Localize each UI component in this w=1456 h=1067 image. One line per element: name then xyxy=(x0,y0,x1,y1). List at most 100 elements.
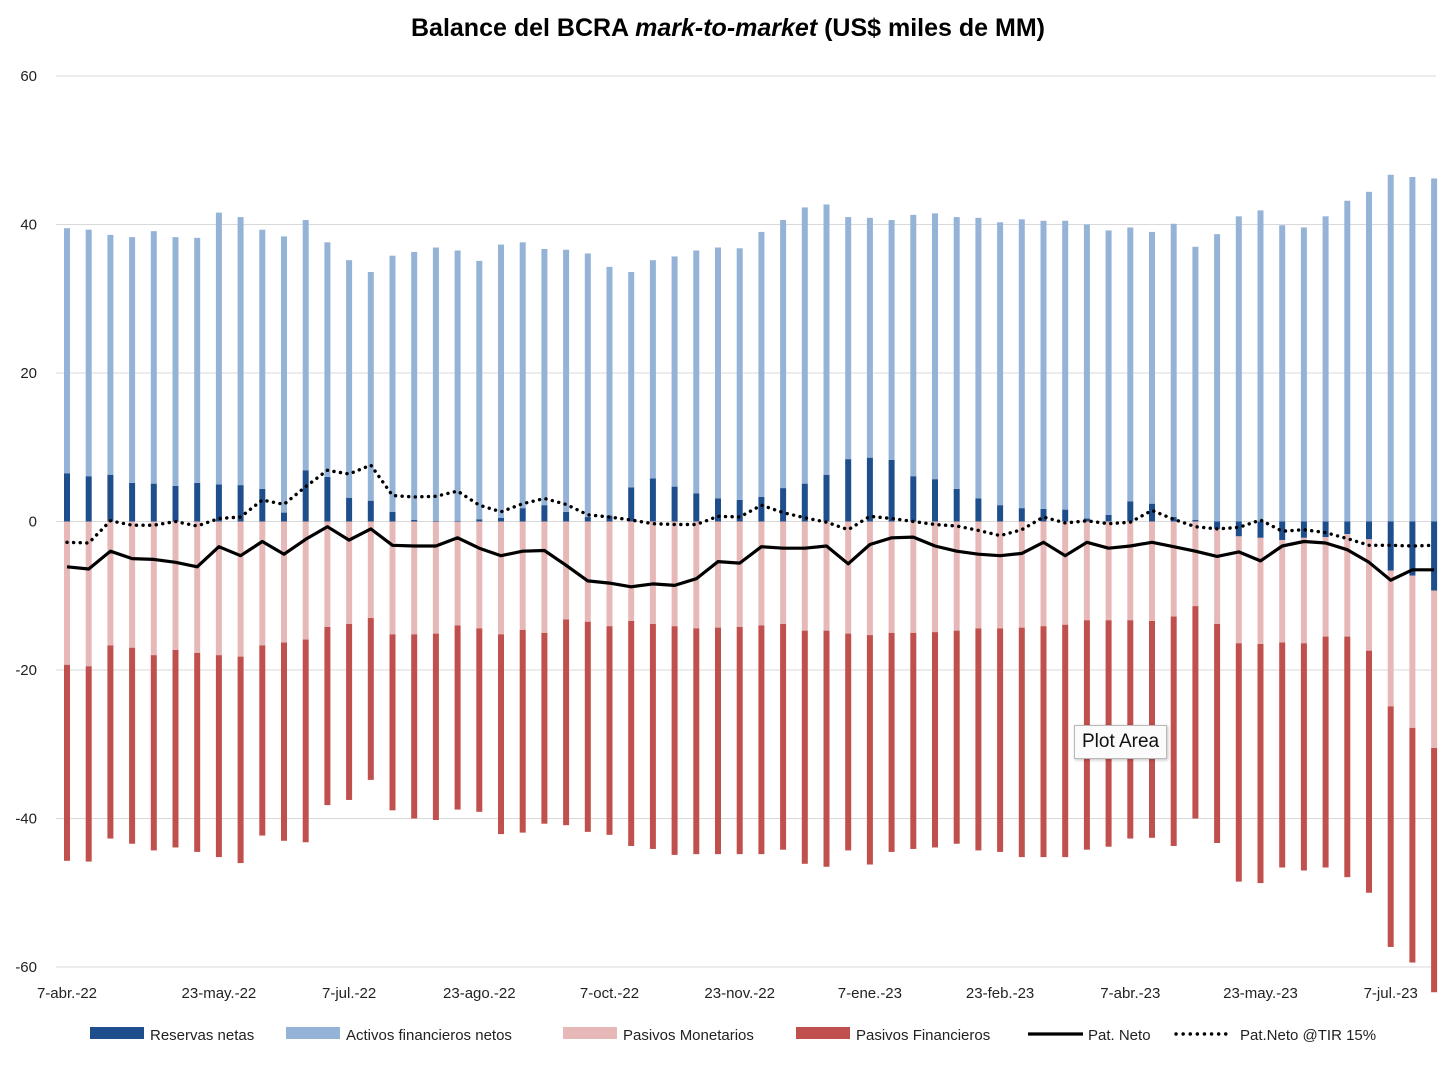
bar-segment xyxy=(1257,644,1264,884)
bar-segment xyxy=(845,459,852,522)
bar-segment xyxy=(997,505,1004,522)
bar-segment xyxy=(780,521,787,624)
x-tick-label: 7-abr.-23 xyxy=(1100,985,1160,1002)
bar-segment xyxy=(1431,521,1438,591)
bar-segment xyxy=(346,521,353,624)
bar-segment xyxy=(237,656,244,864)
bar-segment xyxy=(215,212,222,485)
bar-segment xyxy=(1257,210,1264,522)
bar-segment xyxy=(107,234,114,475)
bar-segment xyxy=(476,260,483,520)
bar-segment xyxy=(910,476,917,522)
bar-segment xyxy=(953,521,960,631)
pat-neto-tir-line xyxy=(65,463,1436,548)
y-tick-label: 60 xyxy=(20,68,37,85)
bar-segment xyxy=(346,260,353,498)
bar-segment xyxy=(281,512,287,522)
bar-segment xyxy=(1366,650,1372,893)
bar-segment xyxy=(736,626,743,855)
bar-segment xyxy=(432,521,439,634)
bar-segment xyxy=(259,488,266,522)
bar-segment xyxy=(649,623,656,849)
bar-segment xyxy=(866,217,873,458)
y-tick-label: -60 xyxy=(15,959,37,976)
bar-segment xyxy=(997,628,1004,852)
bar-segment xyxy=(1387,521,1394,571)
bar-segment xyxy=(1235,643,1242,882)
bar-segment xyxy=(780,488,787,522)
legend-item: Reservas netas xyxy=(90,1027,254,1044)
bar-segment xyxy=(107,645,114,839)
bar-segment xyxy=(411,634,418,819)
bar-segment xyxy=(801,207,808,484)
bar-segment xyxy=(259,521,266,646)
bar-segment xyxy=(1322,537,1329,637)
bar-segment xyxy=(975,498,982,522)
y-tick-label: 0 xyxy=(29,514,37,531)
bar-segment xyxy=(866,521,873,636)
legend-swatch xyxy=(563,1027,617,1039)
chart-title-italic: mark-to-market xyxy=(635,14,818,42)
bar-segment xyxy=(758,625,765,855)
x-tick-label: 7-jul.-23 xyxy=(1364,985,1418,1002)
bar-segment xyxy=(1149,231,1155,504)
pat-neto-line xyxy=(66,525,1435,589)
bar-segment xyxy=(1192,520,1199,522)
bar-segment xyxy=(432,633,439,820)
bar-segment xyxy=(215,521,222,656)
x-tick-label: 7-oct.-22 xyxy=(580,985,639,1002)
bar-segment xyxy=(997,222,1004,506)
bar-segment xyxy=(823,474,830,522)
bar-segment xyxy=(888,521,895,633)
bar-segment xyxy=(498,634,504,835)
line-series xyxy=(65,463,1436,589)
bar-segment xyxy=(823,521,830,631)
bar-segment xyxy=(823,630,830,867)
bar-segment xyxy=(194,237,201,483)
legend: Reservas netas Activos financieros netos P… xyxy=(90,1027,1376,1044)
bar-segment xyxy=(85,476,92,522)
bar-segment xyxy=(367,272,374,501)
bar-segment xyxy=(1279,540,1286,643)
bar-segment xyxy=(758,231,765,497)
bar-segment xyxy=(389,255,396,512)
bar-segment xyxy=(150,231,157,484)
legend-label: Pasivos Financieros xyxy=(856,1027,990,1044)
bar-segment xyxy=(628,487,635,522)
bar-segment xyxy=(454,250,461,521)
bar-segment xyxy=(1040,626,1047,858)
bar-segment xyxy=(1214,234,1221,522)
bar-segment xyxy=(411,251,418,521)
bar-segment xyxy=(519,629,526,833)
bar-segment xyxy=(1279,225,1286,522)
bar-segment xyxy=(1366,539,1372,651)
bar-segment xyxy=(715,627,721,855)
y-axis-ticks: 60 40 20 0 -20 -40 -60 xyxy=(15,68,37,976)
bar-segment xyxy=(1170,223,1177,518)
bar-segment xyxy=(823,204,830,475)
bar-segment xyxy=(910,521,917,633)
bar-segment xyxy=(1127,227,1134,502)
bar-segment xyxy=(606,521,613,627)
bar-segment xyxy=(194,652,201,852)
bar-segment xyxy=(606,266,613,516)
legend-item: Activos financieros netos xyxy=(286,1027,512,1044)
bar-segment xyxy=(910,632,917,849)
bar-segment xyxy=(1344,636,1351,878)
bar-segment xyxy=(389,521,396,635)
bar-segment xyxy=(845,633,852,851)
bar-segment xyxy=(1083,224,1090,519)
y-tick-label: -40 xyxy=(15,811,37,828)
bar-segment xyxy=(454,625,461,810)
bar-segment xyxy=(346,497,353,522)
bar-segment xyxy=(454,521,461,626)
bar-segment xyxy=(64,664,70,861)
bar-segment xyxy=(1105,514,1112,522)
bar-segment xyxy=(888,220,895,460)
bar-segment xyxy=(367,618,374,780)
legend-swatch xyxy=(796,1027,850,1039)
bar-segment xyxy=(498,517,504,522)
bar-segment xyxy=(758,496,765,522)
bar-segment xyxy=(997,521,1004,629)
bar-segment xyxy=(324,626,331,806)
